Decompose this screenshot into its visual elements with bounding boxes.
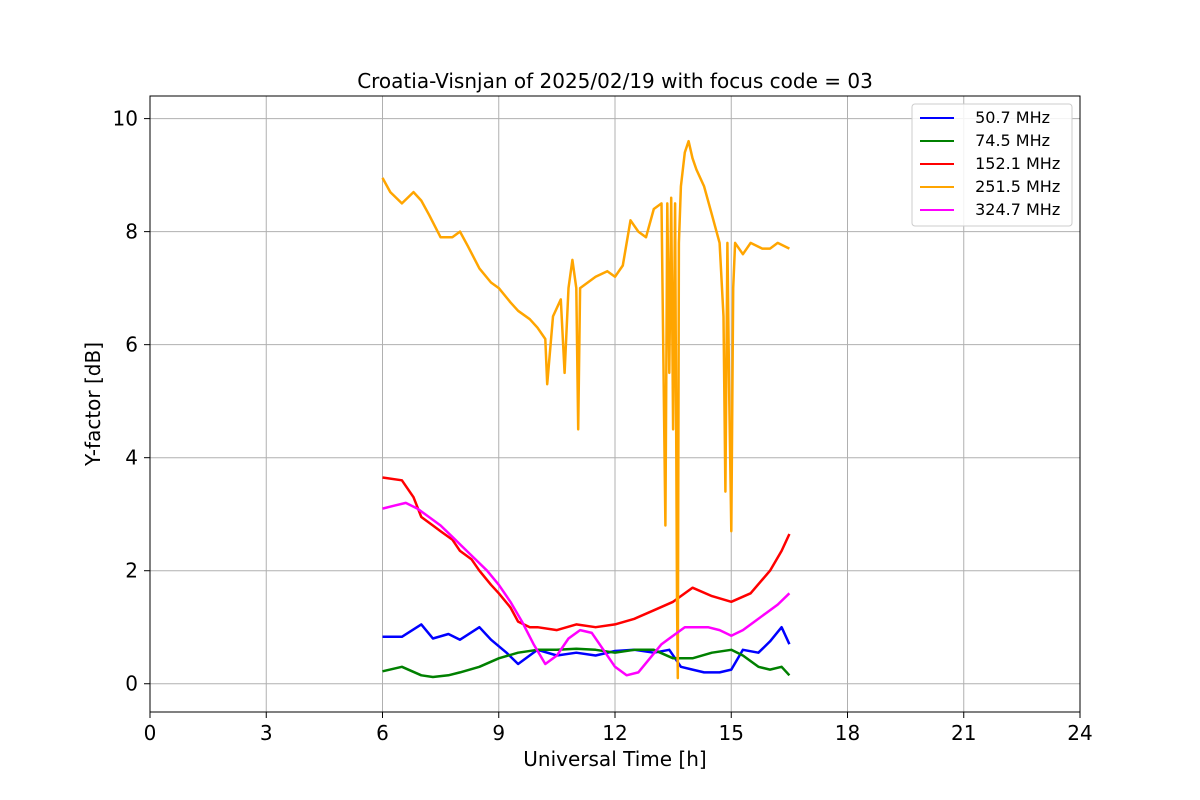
legend-label: 251.5 MHz: [970, 177, 1060, 196]
y-tick-label: 0: [125, 672, 138, 696]
x-tick-label: 24: [1067, 721, 1092, 745]
x-tick-label: 9: [492, 721, 505, 745]
series-line-152-1-mhz: [382, 476, 791, 632]
legend-label: 74.5 MHz: [970, 131, 1050, 150]
y-axis-label: Y-factor [dB]: [81, 342, 105, 467]
y-tick-label: 10: [113, 107, 138, 131]
series-line-74-5-mhz: [382, 647, 791, 679]
y-tick-label: 8: [125, 220, 138, 244]
series-line-324-7-mhz: [382, 501, 791, 677]
x-tick-label: 0: [144, 721, 157, 745]
x-axis-label: Universal Time [h]: [523, 747, 706, 771]
legend: 50.7 MHz 74.5 MHz 152.1 MHz 251.5 MHz 32…: [911, 103, 1073, 227]
legend-label: 152.1 MHz: [970, 154, 1060, 173]
y-tick-label: 4: [125, 446, 138, 470]
y-tick-label: 2: [125, 559, 138, 583]
chart-title: Croatia-Visnjan of 2025/02/19 with focus…: [357, 69, 873, 93]
x-tick-label: 15: [719, 721, 744, 745]
x-tick-label: 21: [951, 721, 976, 745]
x-tick-label: 6: [376, 721, 389, 745]
series-layer: [381, 139, 791, 680]
x-tick-label: 12: [602, 721, 627, 745]
legend-box: [911, 103, 1073, 227]
y-tick-label: 6: [125, 333, 138, 357]
x-tick-label: 18: [835, 721, 860, 745]
series-line-251-5-mhz: [381, 139, 790, 680]
legend-label: 324.7 MHz: [970, 200, 1060, 219]
x-tick-label: 3: [260, 721, 273, 745]
legend-label: 50.7 MHz: [970, 108, 1050, 127]
